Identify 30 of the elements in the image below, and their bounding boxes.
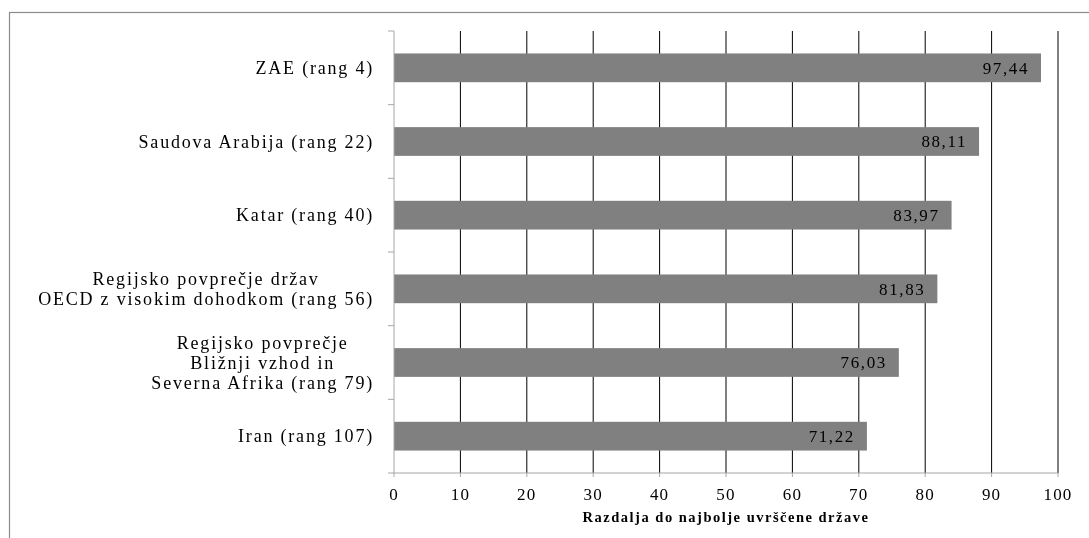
y-tick-label: Katar (rang 40)	[236, 205, 374, 227]
bar	[394, 421, 867, 451]
y-tick-label: Iran (rang 107)	[238, 426, 374, 448]
x-tick-label: 60	[782, 484, 803, 504]
bar	[394, 348, 899, 377]
data-label: 71,22	[808, 427, 855, 447]
bar	[394, 274, 938, 304]
y-tick-label: ZAE (rang 4)	[255, 58, 374, 80]
y-tick-label: Saudova Arabija (rang 22)	[138, 131, 374, 153]
x-tick-label: 50	[716, 484, 736, 504]
x-tick-label: 90	[981, 484, 1002, 504]
x-tick-label: 100	[1043, 484, 1073, 504]
data-label: 88,11	[921, 132, 968, 152]
x-tick-label: 70	[849, 484, 869, 504]
x-axis-title: Razdalja do najbolje uvrščene države	[582, 509, 870, 526]
x-tick-label: 0	[389, 484, 399, 504]
x-tick-label: 30	[583, 484, 603, 504]
data-label: 97,44	[982, 58, 1029, 78]
x-tick-label: 40	[649, 484, 670, 504]
y-tick-label: Regijsko povprečje Bližnji vzhod in Severna Afrika (rang 79)	[151, 332, 374, 394]
x-tick-label: 80	[915, 484, 935, 504]
bar	[394, 127, 980, 156]
data-label: 76,03	[840, 353, 887, 373]
bar	[394, 200, 952, 230]
x-tick-label: 20	[517, 484, 537, 504]
data-label: 83,97	[893, 206, 940, 226]
data-label: 81,83	[879, 279, 926, 299]
x-tick-label: 10	[450, 484, 471, 504]
bar	[394, 53, 1041, 83]
y-tick-label: Regijsko povprečje držav OECD z visokim dohodkom (rang 56)	[38, 269, 374, 311]
